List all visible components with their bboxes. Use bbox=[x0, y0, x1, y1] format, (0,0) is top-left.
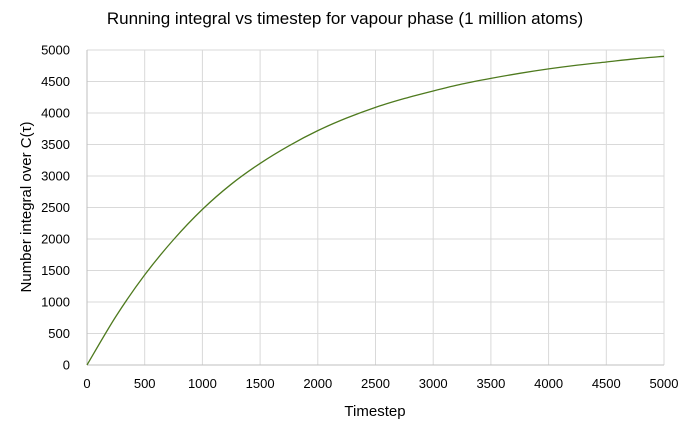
y-tick-label: 3500 bbox=[41, 137, 70, 152]
y-tick-label: 3000 bbox=[41, 169, 70, 184]
y-tick-label: 1500 bbox=[41, 263, 70, 278]
grid-lines bbox=[87, 49, 665, 365]
x-tick-label: 500 bbox=[134, 376, 156, 391]
x-tick-label: 1500 bbox=[246, 376, 275, 391]
y-tick-label: 4500 bbox=[41, 74, 70, 89]
series-layer bbox=[86, 55, 665, 366]
y-tick-label: 500 bbox=[48, 326, 70, 341]
x-tick-label: 2500 bbox=[361, 376, 390, 391]
y-axis-label: Number integral over C(τ) bbox=[18, 122, 35, 293]
axes bbox=[86, 50, 664, 366]
x-tick-label: 0 bbox=[83, 376, 90, 391]
chart-title: Running integral vs timestep for vapour … bbox=[107, 9, 583, 28]
x-tick-label: 2000 bbox=[303, 376, 332, 391]
x-tick-label: 1000 bbox=[188, 376, 217, 391]
x-tick-label: 3500 bbox=[476, 376, 505, 391]
y-tick-label: 2500 bbox=[41, 200, 70, 215]
y-tick-label: 0 bbox=[63, 358, 70, 373]
y-tick-label: 1000 bbox=[41, 295, 70, 310]
x-tick-labels: 0 500 1000 1500 2000 2500 3000 3500 4000 4500 5000 bbox=[83, 376, 678, 391]
series-line-0 bbox=[86, 55, 665, 366]
x-tick-label: 3000 bbox=[419, 376, 448, 391]
y-tick-labels: 0 500 1000 1500 2000 2500 3000 3500 4000 4500 5000 bbox=[41, 43, 70, 373]
x-axis-label: Timestep bbox=[344, 403, 405, 420]
y-tick-label: 2000 bbox=[41, 232, 70, 247]
x-tick-label: 4000 bbox=[534, 376, 563, 391]
y-tick-label: 4000 bbox=[41, 106, 70, 121]
x-tick-label: 4500 bbox=[592, 376, 621, 391]
x-tick-label: 5000 bbox=[650, 376, 679, 391]
y-tick-label: 5000 bbox=[41, 43, 70, 58]
